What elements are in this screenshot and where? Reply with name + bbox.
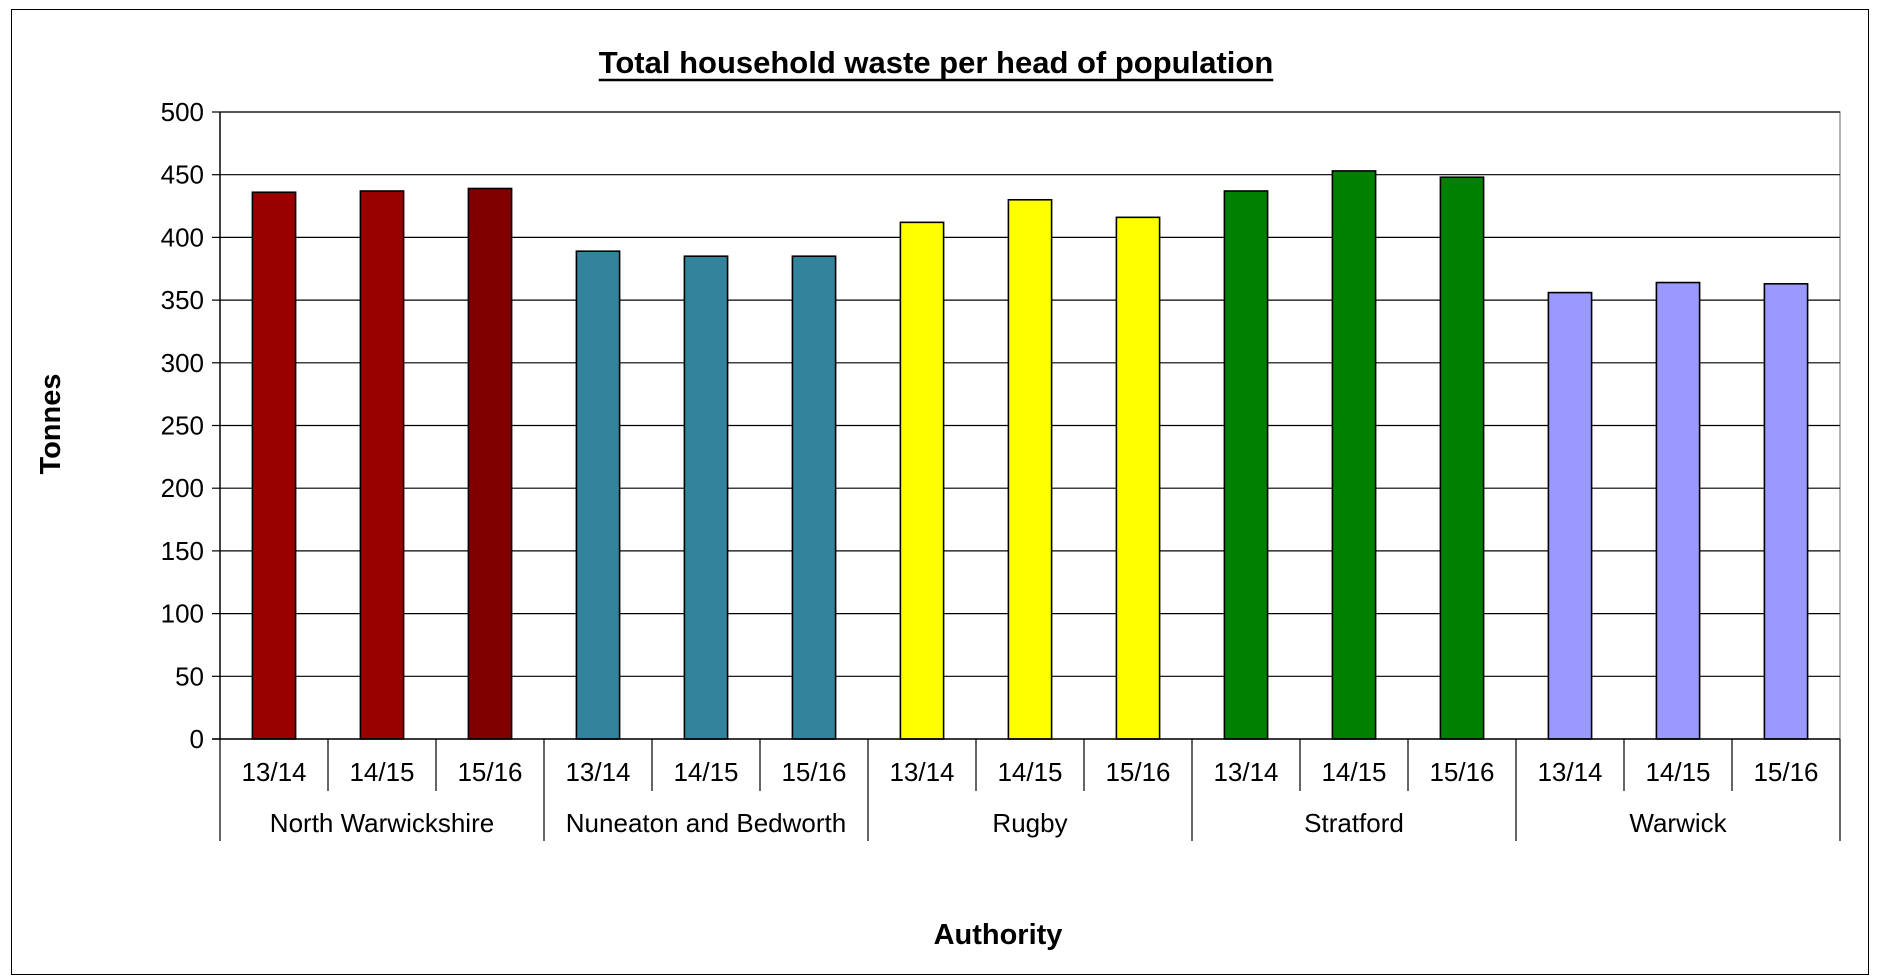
- bar: [575, 250, 621, 740]
- bar: [359, 190, 405, 740]
- bar: [467, 187, 513, 740]
- bar: [1655, 281, 1701, 740]
- x-category-label: 14/15: [673, 757, 738, 787]
- x-category-label: 13/14: [565, 757, 630, 787]
- y-tick-label: 300: [161, 348, 204, 378]
- bar: [1547, 291, 1593, 740]
- bar: [1331, 170, 1377, 740]
- y-tick-label: 400: [161, 222, 204, 252]
- x-group-label: Nuneaton and Bedworth: [566, 808, 846, 838]
- bar: [1007, 198, 1053, 740]
- x-category-label: 14/15: [997, 757, 1062, 787]
- x-category-label: 14/15: [1321, 757, 1386, 787]
- x-group-label: North Warwickshire: [270, 808, 494, 838]
- y-tick-label: 100: [161, 599, 204, 629]
- x-category-label: 14/15: [349, 757, 414, 787]
- x-category-label: 13/14: [1213, 757, 1278, 787]
- x-group-label: Warwick: [1629, 808, 1727, 838]
- bar: [791, 255, 837, 740]
- x-category-label: 15/16: [1105, 757, 1170, 787]
- x-category-label: 15/16: [781, 757, 846, 787]
- y-tick-label: 450: [161, 160, 204, 190]
- bar: [251, 191, 297, 740]
- x-group-label: Stratford: [1304, 808, 1404, 838]
- y-axis-title: Tonnes: [35, 374, 67, 475]
- x-group-label: Rugby: [992, 808, 1067, 838]
- y-tick-label: 200: [161, 473, 204, 503]
- y-tick-label: 150: [161, 536, 204, 566]
- bar: [683, 255, 729, 740]
- y-tick-label: 500: [161, 97, 204, 127]
- y-tick-label: 250: [161, 411, 204, 441]
- y-tick-label: 50: [175, 661, 204, 691]
- bar: [1115, 216, 1161, 740]
- chart-title: Total household waste per head of popula…: [599, 45, 1274, 80]
- x-category-label: 13/14: [889, 757, 954, 787]
- y-tick-label: 350: [161, 285, 204, 315]
- x-category-label: 15/16: [1429, 757, 1494, 787]
- x-category-label: 15/16: [457, 757, 522, 787]
- x-category-label: 13/14: [241, 757, 306, 787]
- chart-title-group: Total household waste per head of popula…: [598, 45, 1274, 82]
- y-tick-label: 0: [190, 724, 204, 754]
- bar: [1763, 282, 1809, 740]
- bar: [1223, 190, 1269, 740]
- x-category-label: 13/14: [1537, 757, 1602, 787]
- bars: [251, 170, 1809, 740]
- x-category-label: 14/15: [1645, 757, 1710, 787]
- x-category-label: 15/16: [1753, 757, 1818, 787]
- axes: 0 50 100 150 200 250 300 350 400 450 500 13/14 14/15…: [161, 97, 1841, 841]
- x-axis-title: Authority: [934, 919, 1063, 951]
- bar: [1439, 176, 1485, 740]
- bar: [899, 221, 945, 740]
